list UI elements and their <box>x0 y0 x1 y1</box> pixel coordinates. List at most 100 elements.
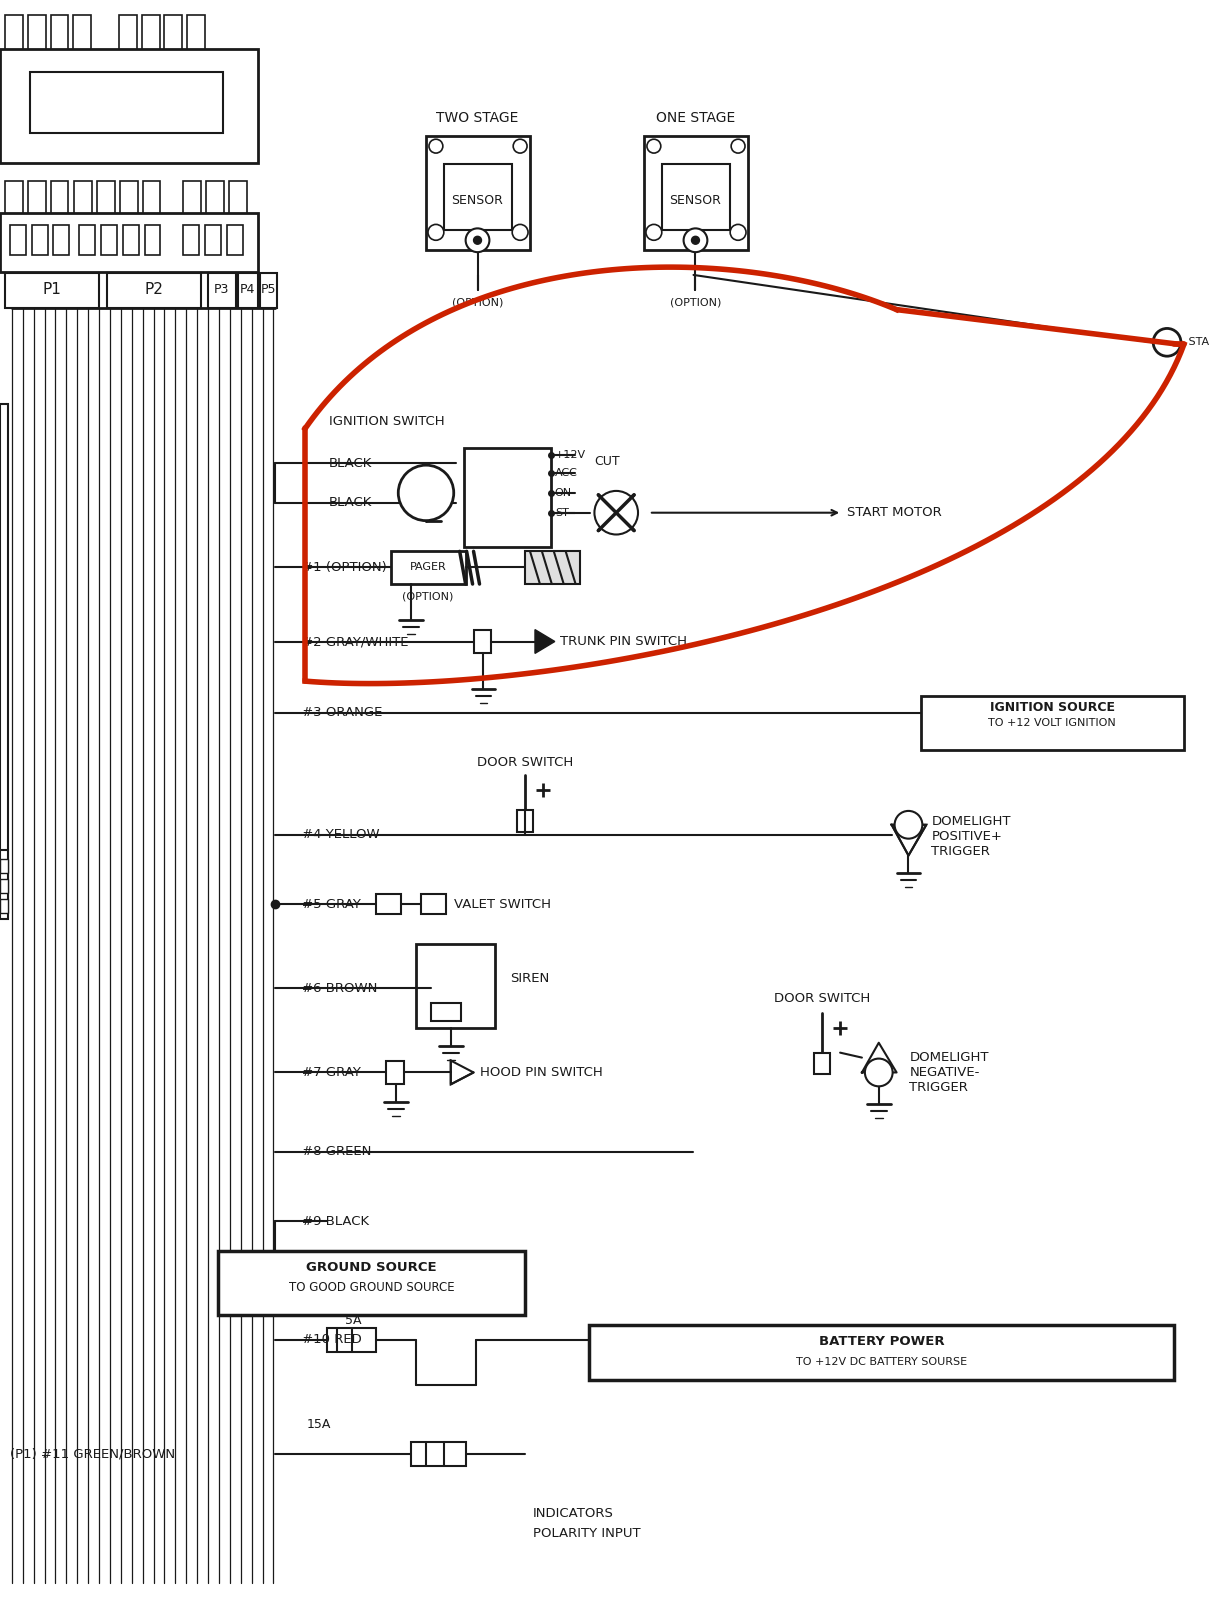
Text: #1 (OPTION): #1 (OPTION) <box>302 561 387 574</box>
Circle shape <box>513 139 528 152</box>
Circle shape <box>428 224 444 240</box>
Circle shape <box>894 811 922 838</box>
Text: BATTERY POWER: BATTERY POWER <box>819 1335 945 1348</box>
Bar <box>31 226 47 255</box>
Circle shape <box>466 228 489 252</box>
Bar <box>238 273 258 308</box>
Text: SIREN: SIREN <box>511 971 549 984</box>
Bar <box>226 226 243 255</box>
Text: (OPTION): (OPTION) <box>451 298 503 308</box>
Text: START MOTOR: START MOTOR <box>847 507 941 519</box>
Bar <box>188 16 204 50</box>
Bar <box>208 273 236 308</box>
Text: TWO STAGE: TWO STAGE <box>437 111 519 125</box>
Bar <box>204 226 221 255</box>
Bar <box>391 551 466 583</box>
Bar <box>165 16 183 50</box>
Text: P5: P5 <box>260 284 276 297</box>
Circle shape <box>473 236 482 244</box>
Bar <box>5 16 23 50</box>
Bar <box>74 181 92 215</box>
Bar <box>229 181 247 215</box>
Bar <box>0 50 258 164</box>
Bar <box>143 181 161 215</box>
Bar <box>74 16 91 50</box>
Bar <box>120 181 138 215</box>
Text: #8 GREEN: #8 GREEN <box>302 1145 371 1159</box>
Text: ACC: ACC <box>555 468 577 478</box>
Bar <box>0 880 8 893</box>
Bar <box>473 630 491 654</box>
Bar <box>183 181 201 215</box>
Circle shape <box>398 465 454 521</box>
Circle shape <box>692 236 699 244</box>
Bar <box>218 1250 525 1314</box>
Bar <box>517 810 532 832</box>
Circle shape <box>512 224 528 240</box>
Text: BLACK: BLACK <box>329 457 373 470</box>
Bar <box>123 226 139 255</box>
Circle shape <box>684 228 708 252</box>
Text: #3 ORANGE: #3 ORANGE <box>302 707 382 720</box>
Circle shape <box>1153 329 1181 356</box>
Text: CUT: CUT <box>594 455 620 468</box>
Text: TO +12V DC BATTERY SOURSE: TO +12V DC BATTERY SOURSE <box>796 1356 967 1367</box>
Bar <box>0 899 8 914</box>
Bar <box>51 16 68 50</box>
Text: IGNITION SOURCE: IGNITION SOURCE <box>990 702 1114 715</box>
Text: PAGER: PAGER <box>410 563 446 572</box>
Bar <box>28 181 46 215</box>
Text: POLARITY INPUT: POLARITY INPUT <box>532 1526 640 1539</box>
Text: (OPTION): (OPTION) <box>670 298 721 308</box>
Bar <box>142 16 160 50</box>
Text: (P1) #11 GREEN/BROWN: (P1) #11 GREEN/BROWN <box>10 1448 175 1460</box>
Text: TRUNK PIN SWITCH: TRUNK PIN SWITCH <box>560 635 687 648</box>
Bar <box>411 1443 466 1465</box>
Bar <box>421 894 445 914</box>
Polygon shape <box>535 630 555 654</box>
Bar <box>119 16 137 50</box>
Text: +12V: +12V <box>555 450 586 460</box>
Bar <box>416 944 495 1028</box>
Text: TO +12 VOLT IGNITION: TO +12 VOLT IGNITION <box>989 718 1116 728</box>
Text: #4 YELLOW: #4 YELLOW <box>302 829 380 842</box>
Bar <box>0 213 258 273</box>
Bar <box>644 136 748 250</box>
Text: SENSOR: SENSOR <box>451 194 503 207</box>
Text: P3: P3 <box>214 284 230 297</box>
Bar <box>376 894 402 914</box>
Text: TRIGGER: TRIGGER <box>910 1080 968 1093</box>
Bar <box>5 181 23 215</box>
Text: (OPTION): (OPTION) <box>402 592 454 601</box>
Text: #9 BLACK: #9 BLACK <box>302 1215 369 1228</box>
Text: INDICATORS: INDICATORS <box>532 1507 613 1520</box>
Text: ON: ON <box>555 487 572 499</box>
Text: TO GOOD GROUND SOURCE: TO GOOD GROUND SOURCE <box>289 1281 454 1294</box>
Text: P4: P4 <box>240 284 255 297</box>
Circle shape <box>647 139 661 152</box>
Circle shape <box>646 224 662 240</box>
Bar <box>589 1326 1174 1380</box>
Text: #10 RED: #10 RED <box>302 1334 362 1347</box>
Text: POSITIVE+: POSITIVE+ <box>932 830 1002 843</box>
Text: P1: P1 <box>42 282 60 297</box>
Text: #5 GRAY: #5 GRAY <box>302 898 361 911</box>
Bar <box>444 164 512 231</box>
Bar <box>386 1061 404 1084</box>
Text: GROUND SOURCE: GROUND SOURCE <box>306 1262 437 1274</box>
Bar <box>206 181 224 215</box>
Circle shape <box>594 491 638 534</box>
Text: DOMELIGHT: DOMELIGHT <box>910 1052 989 1064</box>
Bar <box>97 181 115 215</box>
Text: P2: P2 <box>144 282 163 297</box>
Circle shape <box>731 139 745 152</box>
Text: 15A: 15A <box>307 1417 332 1430</box>
Text: DOMELIGHT: DOMELIGHT <box>932 816 1010 829</box>
Text: - STA: - STA <box>1181 337 1209 348</box>
Bar <box>145 226 161 255</box>
Bar <box>51 181 68 215</box>
Text: 5A: 5A <box>345 1313 362 1327</box>
Bar <box>28 16 46 50</box>
Text: IGNITION SWITCH: IGNITION SWITCH <box>329 415 444 428</box>
Circle shape <box>730 224 747 240</box>
